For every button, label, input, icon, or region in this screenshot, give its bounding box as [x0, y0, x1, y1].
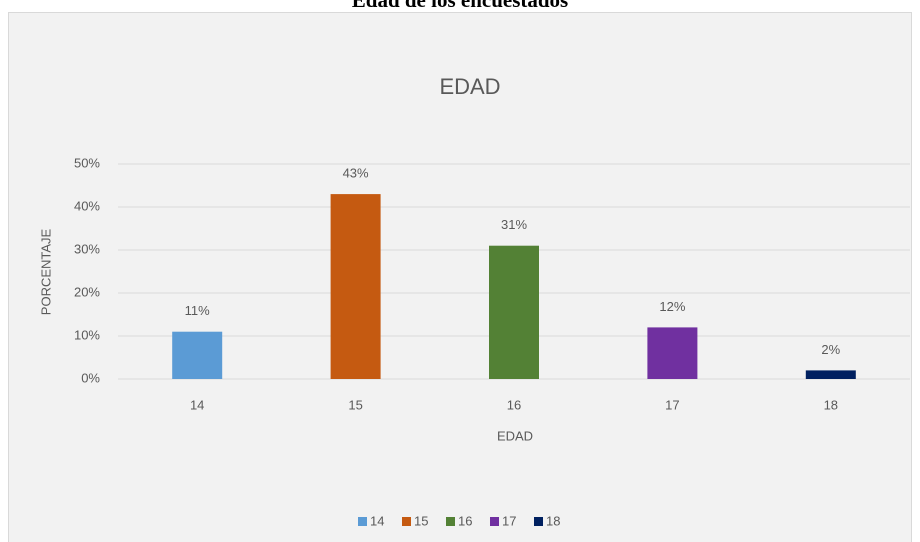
- data-label: 11%: [185, 303, 210, 318]
- legend-label: 14: [370, 513, 384, 528]
- y-tick-label: 0%: [81, 370, 100, 385]
- page-title: Edad de los encuestados: [352, 0, 568, 12]
- legend-swatch: [402, 517, 411, 526]
- data-label: 12%: [659, 299, 685, 314]
- data-label: 2%: [821, 342, 840, 357]
- chart-area: [8, 12, 912, 542]
- data-label: 31%: [501, 217, 527, 232]
- x-tick-label: 14: [190, 397, 204, 412]
- bar: [172, 331, 223, 379]
- legend-label: 17: [502, 513, 516, 528]
- legend-swatch: [358, 517, 367, 526]
- bar: [647, 327, 698, 379]
- x-axis-label: EDAD: [497, 428, 533, 443]
- bar: [330, 194, 381, 379]
- chart-title: EDAD: [439, 74, 500, 99]
- x-tick-label: 15: [348, 397, 362, 412]
- bar: [489, 245, 539, 379]
- x-tick-label: 17: [665, 397, 679, 412]
- bar: [805, 370, 856, 379]
- x-tick-label: 18: [824, 397, 838, 412]
- y-axis-label: PORCENTAJE: [38, 228, 53, 315]
- legend-swatch: [534, 517, 543, 526]
- legend-label: 18: [546, 513, 560, 528]
- x-tick-label: 16: [507, 397, 521, 412]
- y-tick-label: 50%: [74, 155, 100, 170]
- legend-label: 15: [414, 513, 428, 528]
- legend-swatch: [446, 517, 455, 526]
- y-tick-label: 20%: [74, 284, 100, 299]
- y-tick-label: 10%: [74, 327, 100, 342]
- data-label: 43%: [343, 166, 369, 181]
- legend-label: 16: [458, 513, 472, 528]
- legend-swatch: [490, 517, 499, 526]
- y-tick-label: 40%: [74, 198, 100, 213]
- y-tick-label: 30%: [74, 241, 100, 256]
